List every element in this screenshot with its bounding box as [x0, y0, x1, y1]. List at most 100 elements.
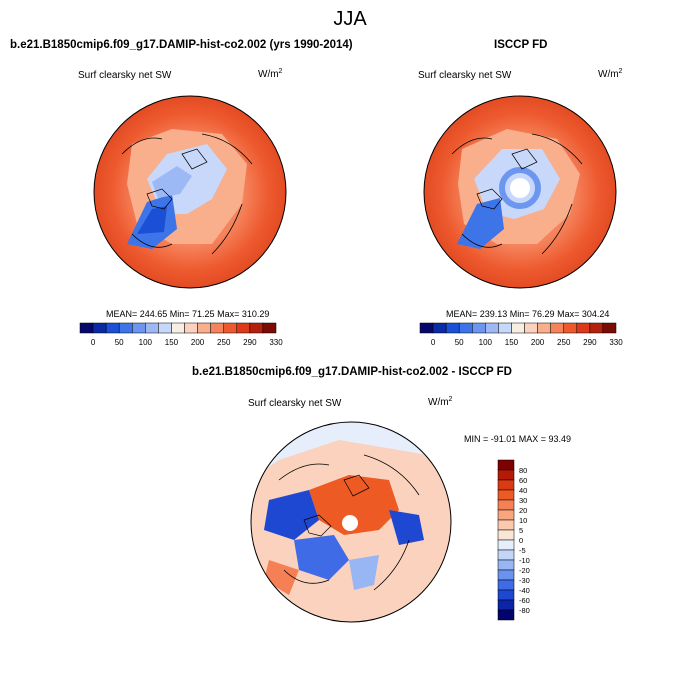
model-colorbar-box: [92, 322, 107, 334]
diff-colorbar-box: [497, 509, 515, 521]
model-colorbar-tick-label: 0: [91, 338, 96, 347]
diff-colorbar-tick-label: 20: [519, 506, 527, 515]
diff-colorbar-box: [497, 579, 515, 591]
diff-colorbar-tick-label: 30: [519, 496, 527, 505]
model-colorbar-box: [118, 322, 133, 334]
obs-colorbar-box: [550, 322, 564, 334]
obs-colorbar-box: [419, 322, 434, 334]
obs-pole-hole: [510, 178, 530, 198]
obs-colorbar-box: [537, 322, 551, 334]
diff-colorbar-box: [497, 459, 515, 471]
model-colorbar-tick-label: 150: [165, 338, 179, 347]
diff-colorbar-box: [497, 539, 515, 551]
obs-colorbar-tick-label: 100: [479, 338, 493, 347]
model-colorbar-tick-label: 250: [217, 338, 231, 347]
diff-colorbar-box: [497, 569, 515, 581]
model-colorbar-tick-label: 330: [269, 338, 283, 347]
model-colorbar-box: [262, 322, 277, 334]
model-units-label: W/m2: [258, 68, 283, 80]
diff-colorbar-tick-label: 60: [519, 476, 527, 485]
diff-colorbar-tick-label: -40: [519, 586, 530, 595]
diff-colorbar-box: [497, 549, 515, 561]
obs-colorbar-tick-label: 290: [583, 338, 597, 347]
obs-colorbar-tick-label: 0: [431, 338, 436, 347]
diff-units-label: W/m2: [428, 396, 453, 408]
model-colorbar-box: [184, 322, 198, 334]
obs-colorbar-box: [432, 322, 447, 334]
obs-panel-title: ISCCP FD: [494, 39, 548, 51]
obs-colorbar-box: [458, 322, 473, 334]
diff-colorbar-tick-label: 0: [519, 536, 523, 545]
diff-colorbar-box: [497, 499, 515, 511]
obs-colorbar-box: [511, 322, 525, 334]
obs-polar-map: [423, 95, 617, 289]
obs-colorbar-tick-label: 150: [505, 338, 519, 347]
model-colorbar-box: [171, 322, 185, 334]
diff-variable-label: Surf clearsky net SW: [248, 398, 342, 409]
obs-stats: MEAN= 239.13 Min= 76.29 Max= 304.24: [446, 309, 610, 319]
diff-polar-map: [250, 421, 452, 623]
diff-colorbar-box: [497, 529, 515, 541]
model-stats: MEAN= 244.65 Min= 71.25 Max= 310.29: [106, 309, 270, 319]
model-colorbar-tick-label: 100: [139, 338, 153, 347]
model-colorbar-tick-label: 50: [115, 338, 124, 347]
diff-colorbar-tick-label: -80: [519, 606, 530, 615]
model-colorbar-box: [249, 322, 264, 334]
model-colorbar: 0 50 100 150 200 250 290 330: [79, 322, 283, 347]
diff-colorbar-box: [497, 599, 515, 611]
model-colorbar-box: [79, 322, 94, 334]
diff-field-warm: [309, 475, 399, 535]
obs-colorbar-box: [498, 322, 512, 334]
model-variable-label: Surf clearsky net SW: [78, 70, 172, 81]
diff-colorbar-box: [497, 489, 515, 501]
obs-colorbar-tick-label: 200: [531, 338, 545, 347]
diff-colorbar-box: [497, 589, 515, 601]
obs-colorbar-box: [524, 322, 538, 334]
diff-field-cool-east: [389, 510, 424, 545]
model-colorbar-box: [223, 322, 238, 334]
obs-variable-label: Surf clearsky net SW: [418, 70, 512, 81]
obs-coastlines: [451, 133, 583, 255]
diff-colorbar-box: [497, 609, 515, 621]
diff-colorbar-tick-label: 80: [519, 466, 527, 475]
diff-field-cool-west: [264, 490, 319, 540]
obs-colorbar-box: [576, 322, 591, 334]
obs-colorbar-tick-label: 50: [455, 338, 464, 347]
diff-coastlines: [278, 454, 420, 591]
obs-colorbar-box: [602, 322, 617, 334]
obs-colorbar-tick-label: 250: [557, 338, 571, 347]
model-colorbar-box: [132, 322, 146, 334]
model-colorbar-tick-label: 290: [243, 338, 257, 347]
diff-colorbar-tick-label: -5: [519, 546, 526, 555]
obs-units-label: W/m2: [598, 68, 623, 80]
figure-title: JJA: [333, 8, 367, 30]
model-colorbar-box: [158, 322, 172, 334]
model-colorbar-box: [236, 322, 251, 334]
obs-colorbar-box: [445, 322, 460, 334]
obs-colorbar-box: [589, 322, 604, 334]
model-colorbar-box: [197, 322, 211, 334]
diff-panel-title: b.e21.B1850cmip6.f09_g17.DAMIP-hist-co2.…: [192, 366, 512, 378]
diff-colorbar-box: [497, 519, 515, 531]
obs-colorbar: 0 50 100 150 200 250 290 330: [419, 322, 623, 347]
diff-colorbar-tick-label: 5: [519, 526, 523, 535]
obs-greenland-cool: [457, 198, 504, 249]
obs-colorbar-box: [485, 322, 499, 334]
diff-colorbar-tick-label: 40: [519, 486, 527, 495]
model-panel-title: b.e21.B1850cmip6.f09_g17.DAMIP-hist-co2.…: [10, 39, 353, 51]
diff-colorbar-box: [497, 469, 515, 481]
model-colorbar-box: [105, 322, 120, 334]
model-colorbar-box: [210, 322, 224, 334]
diff-colorbar-tick-label: -20: [519, 566, 530, 575]
obs-colorbar-box: [472, 322, 486, 334]
obs-colorbar-box: [563, 322, 578, 334]
diff-colorbar-tick-label: -30: [519, 576, 530, 585]
diff-colorbar-tick-label: -60: [519, 596, 530, 605]
diff-colorbar-box: [497, 559, 515, 571]
diff-colorbar-tick-label: -10: [519, 556, 530, 565]
model-colorbar-tick-label: 200: [191, 338, 205, 347]
diff-colorbar-tick-label: 10: [519, 516, 527, 525]
model-polar-map: [93, 95, 287, 289]
